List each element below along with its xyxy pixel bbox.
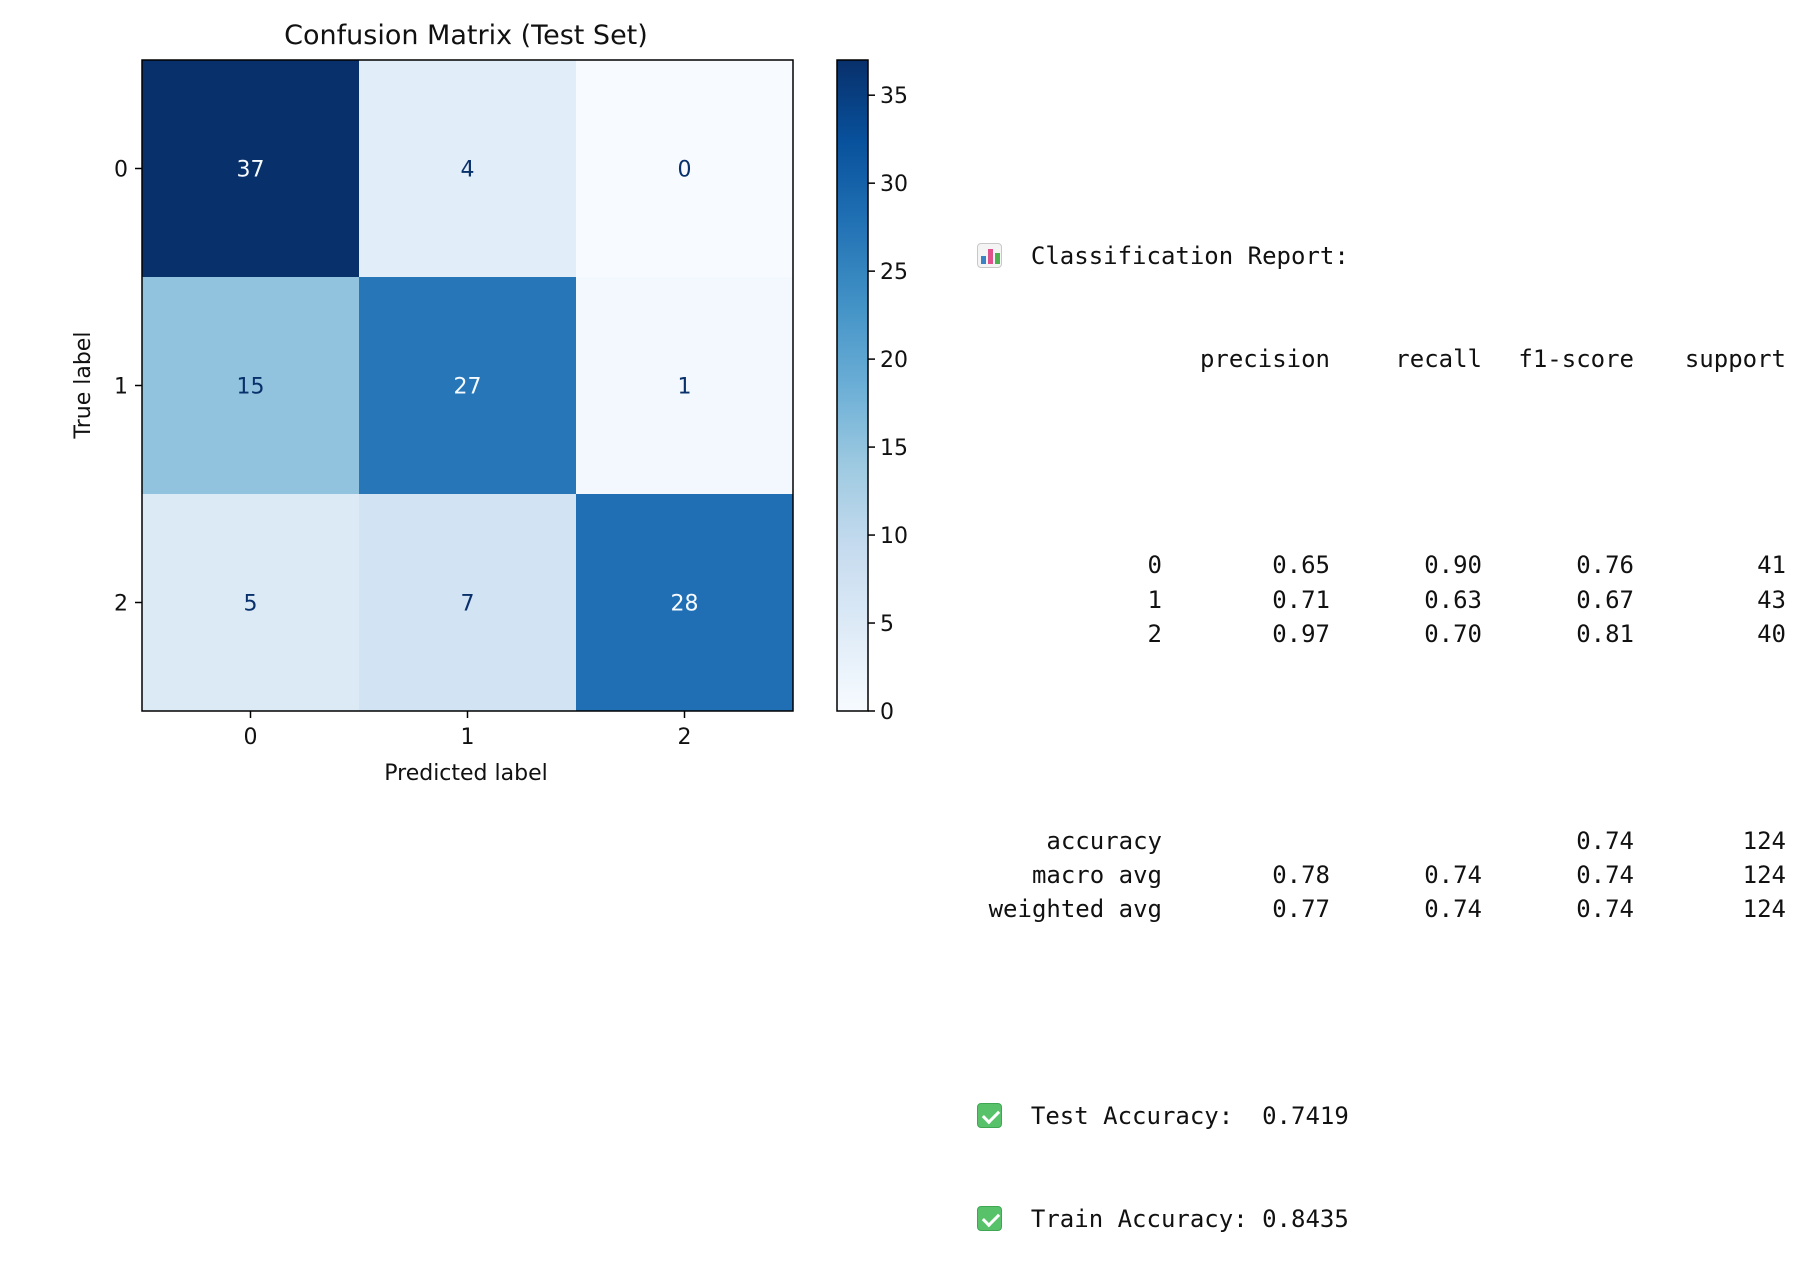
- x-tick-label: 1: [461, 725, 475, 750]
- class-1-recall: 0.63: [1424, 585, 1482, 614]
- cell-value-label: 37: [237, 158, 265, 183]
- cell-value-label: 15: [237, 375, 265, 400]
- colorbar-tick-label: 30: [880, 172, 908, 197]
- cell-value-label: 4: [461, 158, 475, 183]
- cell-value-label: 27: [454, 375, 482, 400]
- class-0-precision: 0.65: [1272, 551, 1330, 580]
- report-header: precision recall f1-score support: [977, 342, 1786, 376]
- test-accuracy: Test Accuracy: 0.7419: [1030, 1101, 1349, 1130]
- header-f1: f1-score: [1518, 345, 1634, 374]
- header-support: support: [1684, 345, 1786, 374]
- macro-avg-precision: 0.78: [1272, 861, 1330, 889]
- accuracy-row: accuracy 0.74 124: [977, 824, 1786, 858]
- test-accuracy-line: Test Accuracy: 0.7419: [977, 1099, 1786, 1133]
- weighted-avg-label: weighted avg: [988, 895, 1162, 924]
- accuracy-f1: 0.74: [1576, 826, 1634, 855]
- class-1-f1: 0.67: [1576, 585, 1634, 614]
- colorbar: [836, 59, 869, 712]
- macro-avg-row: macro avg 0.78 0.74 0.74 124: [977, 858, 1786, 892]
- weighted-avg-row: weighted avg 0.77 0.74 0.74 124: [977, 892, 1786, 926]
- colorbar-tick-label: 35: [880, 84, 908, 109]
- class-0-label: 0: [1147, 551, 1162, 580]
- confusion-matrix-chart: Confusion Matrix (Test Set) 37 4 015 27 15 7 2…: [71, 20, 908, 786]
- class-1-precision: 0.71: [1272, 585, 1330, 614]
- matrix-cell: [142, 277, 359, 494]
- class-2-recall: 0.70: [1424, 620, 1482, 649]
- class-2-row: 2 0.97 0.70 0.81 40: [977, 617, 1786, 651]
- matrix-cell: [359, 60, 576, 277]
- cell-value-label: 5: [244, 592, 258, 617]
- x-tick-label: 0: [244, 725, 258, 750]
- y-tick-label: 0: [114, 158, 128, 183]
- matrix-cell: [576, 277, 793, 494]
- matrix-cell: [359, 494, 576, 711]
- weighted-avg-f1: 0.74: [1576, 895, 1634, 924]
- weighted-avg-recall: 0.74: [1424, 895, 1482, 924]
- class-1-row: 1 0.71 0.63 0.67 43: [977, 583, 1786, 617]
- matrix-cell: [142, 60, 359, 277]
- colorbar-tick-label: 5: [880, 612, 894, 637]
- macro-avg-f1: 0.74: [1576, 861, 1634, 889]
- check-mark-icon: [977, 1206, 1002, 1231]
- class-1-support: 43: [1757, 585, 1786, 614]
- colorbar-tick-label: 0: [880, 700, 894, 725]
- class-0-support: 41: [1757, 551, 1786, 580]
- classification-report: Classification Report: precision recall f1…: [977, 170, 1786, 1271]
- class-2-support: 40: [1757, 620, 1786, 649]
- y-tick-label: 1: [114, 375, 128, 400]
- check-mark-icon: [977, 1102, 1002, 1128]
- colorbar-ticks: 0 5 10 15 20 25 30 35: [868, 84, 908, 725]
- cell-value-label: 28: [671, 592, 699, 617]
- header-precision: precision: [1199, 345, 1330, 374]
- macro-avg-recall: 0.74: [1424, 861, 1482, 889]
- class-1-label: 1: [1147, 585, 1162, 614]
- class-0-row: 0 0.65 0.90 0.76 41: [977, 548, 1786, 582]
- y-axis: 0 1 2: [114, 158, 142, 617]
- accuracy-support: 124: [1742, 826, 1786, 855]
- x-tick-label: 2: [678, 725, 692, 750]
- accuracy-label: accuracy: [1046, 826, 1162, 855]
- chart-title: Confusion Matrix (Test Set): [284, 20, 648, 51]
- cell-value-label: 1: [678, 375, 692, 400]
- matrix-cell: [576, 60, 793, 277]
- colorbar-tick-label: 15: [880, 436, 908, 461]
- class-2-f1: 0.81: [1576, 620, 1634, 649]
- matrix-cell: [359, 277, 576, 494]
- weighted-avg-support: 124: [1742, 895, 1786, 924]
- bar-chart-icon: [977, 242, 1002, 268]
- class-0-f1: 0.76: [1576, 551, 1634, 580]
- train-accuracy-line: Train Accuracy: 0.8435: [977, 1202, 1786, 1236]
- matrix-cell: [576, 494, 793, 711]
- x-axis-label: Predicted label: [384, 761, 547, 786]
- weighted-avg-precision: 0.77: [1272, 895, 1330, 924]
- class-0-recall: 0.90: [1424, 551, 1482, 580]
- report-title: Classification Report:: [1030, 241, 1349, 270]
- matrix-cells: 37 4 015 27 15 7 28: [142, 60, 793, 711]
- colorbar-tick-label: 20: [880, 348, 908, 373]
- cell-value-label: 7: [461, 592, 475, 617]
- train-accuracy: Train Accuracy: 0.8435: [1030, 1205, 1349, 1233]
- x-axis: 0 1 2: [244, 711, 692, 750]
- y-axis-label: True label: [71, 332, 96, 440]
- macro-avg-support: 124: [1742, 861, 1786, 889]
- class-2-precision: 0.97: [1272, 620, 1330, 649]
- macro-avg-label: macro avg: [1031, 861, 1162, 889]
- y-tick-label: 2: [114, 592, 128, 617]
- colorbar-tick-label: 10: [880, 524, 908, 549]
- class-2-label: 2: [1147, 620, 1162, 649]
- header-recall: recall: [1395, 345, 1482, 374]
- matrix-cell: [142, 494, 359, 711]
- cell-value-label: 0: [678, 158, 692, 183]
- report-title-line: Classification Report:: [977, 239, 1786, 273]
- colorbar-tick-label: 25: [880, 260, 908, 285]
